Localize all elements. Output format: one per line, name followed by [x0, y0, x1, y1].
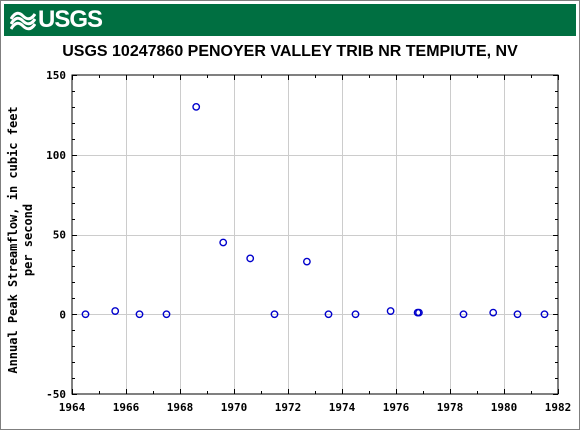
- data-point: [81, 310, 90, 319]
- x-tick-label: 1974: [329, 401, 356, 414]
- usgs-logo[interactable]: USGS: [10, 6, 103, 33]
- x-tick-label: 1968: [167, 401, 194, 414]
- data-point: [246, 254, 255, 263]
- data-point: [324, 310, 333, 319]
- chart-title: USGS 10247860 PENOYER VALLEY TRIB NR TEM…: [62, 43, 518, 60]
- data-point: [386, 307, 395, 315]
- data-point: [489, 308, 498, 317]
- data-point: [111, 307, 120, 315]
- usgs-wave-icon: [10, 11, 36, 31]
- y-tick-label: 100: [46, 149, 66, 162]
- data-point: [351, 310, 360, 319]
- usgs-banner: USGS: [4, 4, 576, 36]
- data-point: [162, 310, 171, 319]
- x-tick-label: 1966: [113, 401, 140, 414]
- x-tick-label: 1970: [221, 401, 248, 414]
- data-point: [540, 310, 549, 319]
- y-tick-label: -50: [46, 388, 66, 401]
- data-point: [513, 310, 522, 319]
- x-tick-label: 1972: [275, 401, 302, 414]
- grid-lines: [72, 75, 558, 394]
- data-points: [81, 103, 549, 319]
- data-point: [415, 308, 423, 317]
- usgs-logo-text: USGS: [38, 6, 103, 33]
- x-tick-label: 1982: [545, 401, 572, 414]
- data-point: [270, 310, 279, 319]
- x-tick-label: 1976: [383, 401, 410, 414]
- x-tick-label: 1978: [437, 401, 464, 414]
- tick-labels: 1964 1966 1968 1970 1972 1974 1976 1978 1980 1982…: [46, 69, 571, 414]
- x-tick-label: 1964: [59, 401, 86, 414]
- x-tick-label: 1980: [491, 401, 518, 414]
- data-point: [192, 103, 201, 111]
- data-point: [302, 257, 311, 266]
- y-tick-label: 0: [59, 308, 66, 321]
- y-axis-title-line-1: Annual Peak Streamflow, in cubic feet: [6, 106, 20, 373]
- y-axis-title-line-2: per second: [21, 204, 35, 276]
- data-point: [219, 238, 228, 247]
- data-point: [459, 310, 468, 319]
- y-tick-label: 50: [53, 229, 66, 242]
- y-tick-label: 150: [46, 69, 66, 82]
- plot-area-border: [71, 74, 559, 395]
- data-point: [135, 310, 144, 319]
- axis-ticks: [72, 75, 559, 395]
